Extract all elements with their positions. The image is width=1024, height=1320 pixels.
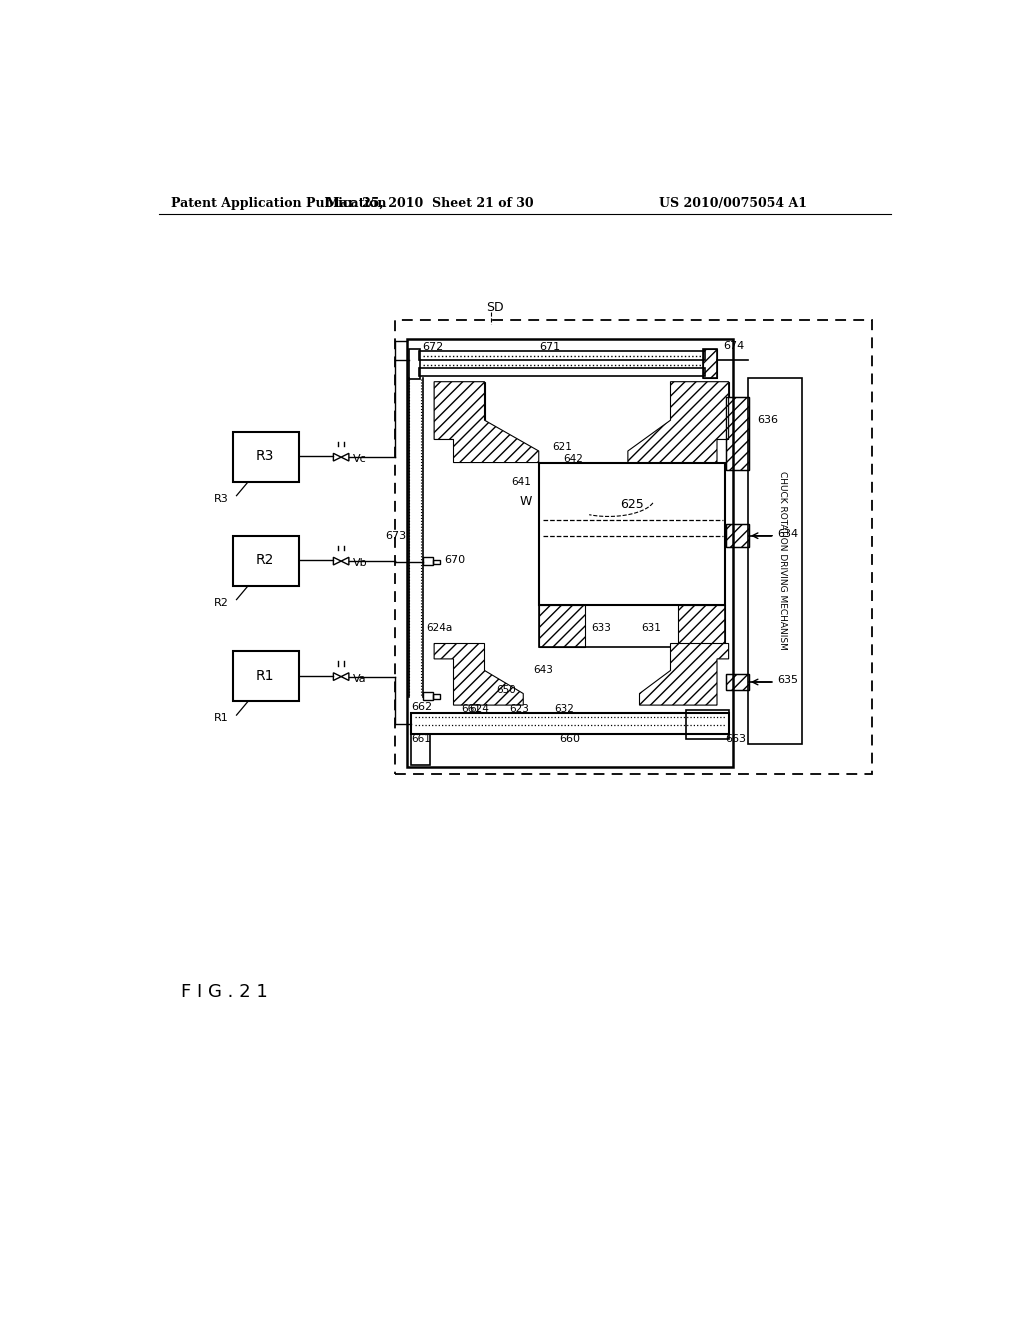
Text: R3: R3	[214, 494, 228, 504]
Text: 643: 643	[534, 665, 553, 676]
Text: Vc: Vc	[352, 454, 367, 465]
Bar	[232, 432, 299, 482]
Text: 642: 642	[563, 454, 584, 463]
Text: 661: 661	[461, 704, 481, 714]
Bar	[423, 692, 433, 700]
Text: 636: 636	[758, 416, 778, 425]
Bar	[433, 560, 439, 564]
Text: W: W	[519, 495, 531, 508]
Polygon shape	[434, 381, 539, 462]
Text: R1: R1	[214, 713, 228, 723]
Text: R2: R2	[256, 553, 274, 568]
Bar	[395, 321, 872, 775]
Text: Vb: Vb	[352, 558, 368, 569]
Text: 650: 650	[496, 685, 516, 694]
Text: 662: 662	[411, 702, 432, 711]
Text: US 2010/0075054 A1: US 2010/0075054 A1	[658, 197, 807, 210]
Text: 631: 631	[641, 623, 662, 634]
Bar	[726, 524, 749, 548]
Polygon shape	[628, 381, 729, 462]
Text: 635: 635	[777, 676, 799, 685]
Bar	[407, 339, 732, 767]
Bar	[411, 734, 430, 766]
Text: F I G . 2 1: F I G . 2 1	[180, 982, 267, 1001]
Text: Patent Application Publication: Patent Application Publication	[171, 197, 386, 210]
Bar	[671, 381, 729, 440]
Text: Va: Va	[352, 675, 367, 684]
Polygon shape	[640, 644, 729, 705]
Bar	[686, 710, 729, 739]
Bar	[411, 713, 729, 734]
Text: 663: 663	[725, 734, 745, 744]
Bar	[703, 348, 717, 378]
Bar	[433, 694, 439, 700]
Text: 674: 674	[723, 341, 744, 351]
Text: 634: 634	[777, 529, 799, 539]
Text: 661: 661	[412, 734, 431, 744]
Text: Mar. 25, 2010  Sheet 21 of 30: Mar. 25, 2010 Sheet 21 of 30	[327, 197, 535, 210]
Text: 623: 623	[509, 704, 529, 714]
Bar	[748, 378, 802, 743]
Text: SD: SD	[486, 301, 504, 314]
Text: R3: R3	[256, 449, 274, 463]
Bar	[678, 605, 725, 647]
Text: R2: R2	[214, 598, 228, 607]
Bar	[232, 536, 299, 586]
Text: R1: R1	[256, 669, 274, 682]
Bar	[726, 397, 749, 470]
Text: 670: 670	[444, 556, 465, 565]
Bar	[726, 397, 749, 470]
Text: 624a: 624a	[426, 623, 453, 634]
Bar	[409, 350, 420, 379]
Text: 625: 625	[620, 499, 644, 511]
Bar	[726, 675, 749, 689]
Bar	[703, 348, 717, 378]
Text: 673: 673	[385, 531, 406, 541]
Text: 633: 633	[591, 623, 610, 634]
Text: 632: 632	[554, 704, 574, 714]
Text: 624: 624	[469, 704, 488, 714]
Bar	[726, 524, 749, 548]
Bar	[423, 557, 433, 565]
Text: 660: 660	[559, 734, 581, 744]
Bar	[232, 651, 299, 701]
Bar	[539, 462, 725, 605]
Bar	[419, 368, 706, 376]
Bar	[726, 675, 749, 689]
Polygon shape	[434, 644, 523, 705]
Text: 621: 621	[553, 442, 572, 453]
Bar	[419, 351, 706, 360]
Text: 672: 672	[423, 342, 443, 352]
Bar	[539, 605, 586, 647]
Bar	[434, 381, 484, 440]
Bar	[539, 605, 725, 647]
Text: 671: 671	[539, 342, 560, 352]
Text: CHUCK ROTATION DRIVING MECHANISM: CHUCK ROTATION DRIVING MECHANISM	[778, 471, 787, 649]
Text: 641: 641	[512, 477, 531, 487]
